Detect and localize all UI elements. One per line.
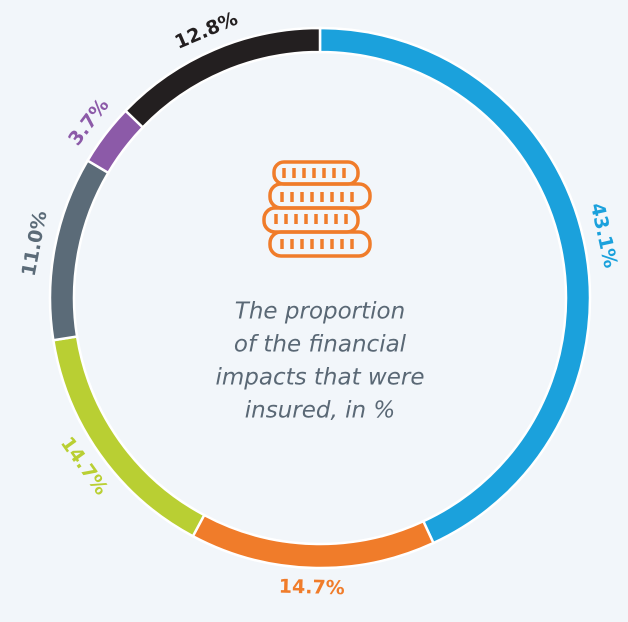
center-text: insured, in % — [245, 398, 396, 424]
center-text: of the financial — [234, 332, 407, 358]
center-text: The proportion — [235, 299, 405, 325]
coins-icon — [262, 160, 372, 258]
center-text: impacts that were — [215, 365, 424, 391]
donut-segment — [123, 26, 322, 130]
segment-label: 14.7% — [279, 575, 346, 599]
